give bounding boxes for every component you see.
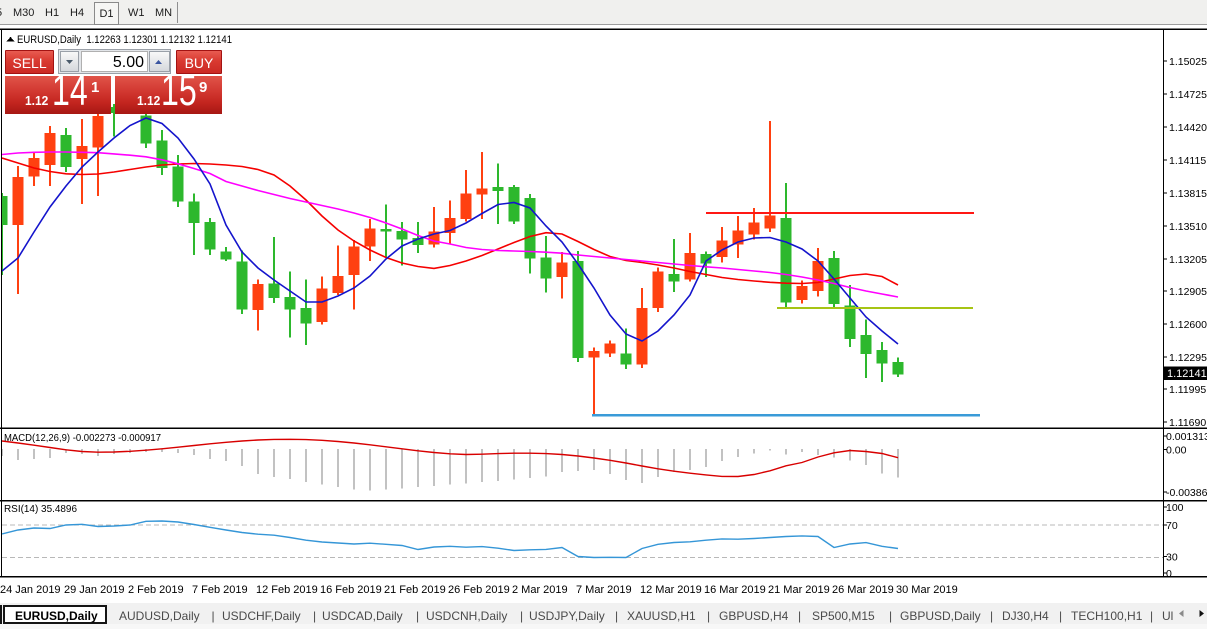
svg-text:EURUSD,Daily 1.12263 1.12301: EURUSD,Daily 1.12263 1.12301 1.12132 1.1… [17,34,232,46]
svg-text:16 Feb 2019: 16 Feb 2019 [320,584,382,596]
svg-text:12 Feb 2019: 12 Feb 2019 [256,584,318,596]
svg-text:26 Feb 2019: 26 Feb 2019 [448,584,510,596]
svg-text:100: 100 [1166,502,1184,514]
svg-text:1.12600: 1.12600 [1169,319,1207,331]
svg-text:21 Feb 2019: 21 Feb 2019 [384,584,446,596]
svg-text:RSI(14) 35.4896: RSI(14) 35.4896 [4,503,77,515]
svg-text:1.14725: 1.14725 [1169,89,1207,101]
svg-text:1.14115: 1.14115 [1169,155,1206,167]
svg-text:2 Feb 2019: 2 Feb 2019 [128,584,184,596]
svg-text:29 Jan 2019: 29 Jan 2019 [64,584,125,596]
svg-text:12 Mar 2019: 12 Mar 2019 [640,584,702,596]
svg-text:1.12295: 1.12295 [1169,352,1207,364]
svg-text:70: 70 [1166,520,1178,532]
svg-text:1.13205: 1.13205 [1169,254,1207,266]
svg-text:1.11690: 1.11690 [1169,417,1206,429]
svg-text:21 Mar 2019: 21 Mar 2019 [768,584,830,596]
svg-text:1.12905: 1.12905 [1169,286,1207,298]
svg-text:16 Mar 2019: 16 Mar 2019 [704,584,766,596]
svg-text:7 Feb 2019: 7 Feb 2019 [192,584,248,596]
svg-text:1.12141: 1.12141 [1167,368,1207,380]
svg-text:1.14420: 1.14420 [1169,122,1207,134]
svg-text:1.15025: 1.15025 [1169,56,1207,68]
svg-text:30: 30 [1166,552,1178,564]
svg-text:7 Mar 2019: 7 Mar 2019 [576,584,632,596]
svg-text:30 Mar 2019: 30 Mar 2019 [896,584,958,596]
svg-text:0.001313: 0.001313 [1166,431,1207,443]
svg-text:26 Mar 2019: 26 Mar 2019 [832,584,894,596]
svg-text:1.13510: 1.13510 [1169,221,1207,233]
svg-text:-0.003862: -0.003862 [1166,487,1207,499]
svg-text:0: 0 [1166,568,1172,580]
svg-text:2 Mar 2019: 2 Mar 2019 [512,584,568,596]
svg-text:MACD(12,26,9) -0.002273 -0.000: MACD(12,26,9) -0.002273 -0.000917 [4,432,161,444]
svg-text:1.13815: 1.13815 [1169,188,1207,200]
svg-text:24 Jan 2019: 24 Jan 2019 [0,584,61,596]
svg-text:1.11995: 1.11995 [1169,384,1206,396]
svg-text:0.00: 0.00 [1166,445,1187,457]
